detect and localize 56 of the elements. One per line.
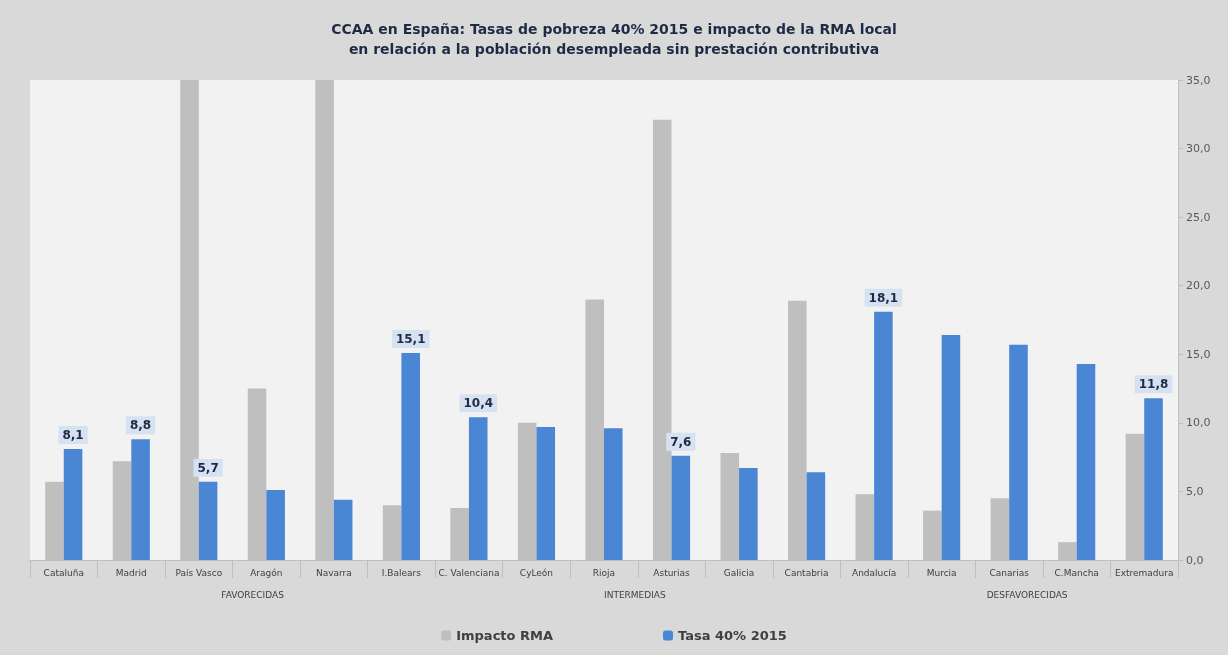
x-tick-label: C.Mancha: [1054, 567, 1099, 578]
x-tick-label: I.Balears: [381, 567, 422, 578]
x-tick-label: Extremadura: [1114, 567, 1174, 578]
bar: [671, 455, 691, 560]
x-tick-label: Asturias: [653, 567, 691, 578]
legend-label: Tasa 40% 2015: [678, 628, 787, 643]
x-tick-label: Cataluña: [43, 567, 84, 578]
bar: [806, 472, 826, 560]
bar: [401, 352, 420, 560]
data-label: 18,1: [868, 290, 899, 305]
x-tick-label: Galicia: [723, 567, 755, 578]
data-label: 10,4: [463, 396, 494, 411]
data-label: 15,1: [395, 331, 426, 346]
data-label: 7,6: [670, 434, 692, 449]
data-label: 8,8: [129, 418, 152, 433]
x-tick-label: Aragón: [250, 567, 283, 578]
x-tick-label: Cantabria: [784, 567, 829, 578]
bar: [874, 311, 893, 560]
text: INTERMEDIAS: [604, 589, 667, 600]
y-tick-label: 0,0: [1186, 553, 1204, 567]
bar: [739, 468, 758, 560]
data-label: 8,1: [62, 427, 84, 442]
y-tick-label: 10,0: [1186, 416, 1211, 430]
x-tick-label: Canarias: [989, 567, 1030, 578]
bar: [1009, 344, 1028, 560]
bar: [941, 335, 961, 560]
x-tick-label: CyLeón: [519, 567, 554, 578]
x-tick-label: C. Valenciana: [438, 567, 500, 578]
bar: [131, 439, 150, 560]
bar: [604, 428, 623, 560]
x-tick-label: Rioja: [592, 567, 616, 578]
y-tick-label: 20,0: [1186, 279, 1211, 293]
data-label: 11,8: [1138, 377, 1169, 392]
bar: [266, 490, 285, 560]
x-tick-label: Andalucía: [851, 567, 897, 578]
y-tick-label: 5,0: [1186, 484, 1204, 498]
y-tick-label: 35,0: [1186, 73, 1211, 87]
legend-label: Impacto RMA: [456, 628, 554, 643]
bar: [63, 448, 83, 560]
bar: [198, 481, 218, 560]
y-tick-label: 30,0: [1186, 142, 1211, 156]
bar: [468, 417, 488, 560]
x-tick-label: País Vasco: [175, 567, 223, 578]
text: FAVORECIDAS: [221, 589, 285, 600]
y-tick-label: 25,0: [1186, 210, 1211, 224]
text: DESFAVORECIDAS: [986, 589, 1068, 600]
x-tick-label: Murcia: [926, 567, 957, 578]
bar: [1076, 363, 1096, 560]
bar: [536, 426, 556, 560]
x-tick-label: Madrid: [115, 567, 147, 578]
chart-title: CCAA en España: Tasas de pobreza 40% 2015 e impacto de la RMA local en relación a la población desempleada sin prestación contributiva: [331, 21, 897, 57]
x-tick-label: Navarra: [315, 567, 352, 578]
bar: [333, 499, 353, 560]
bar: [1144, 398, 1163, 560]
data-label: 5,7: [197, 460, 219, 475]
y-tick-label: 15,0: [1186, 347, 1211, 361]
